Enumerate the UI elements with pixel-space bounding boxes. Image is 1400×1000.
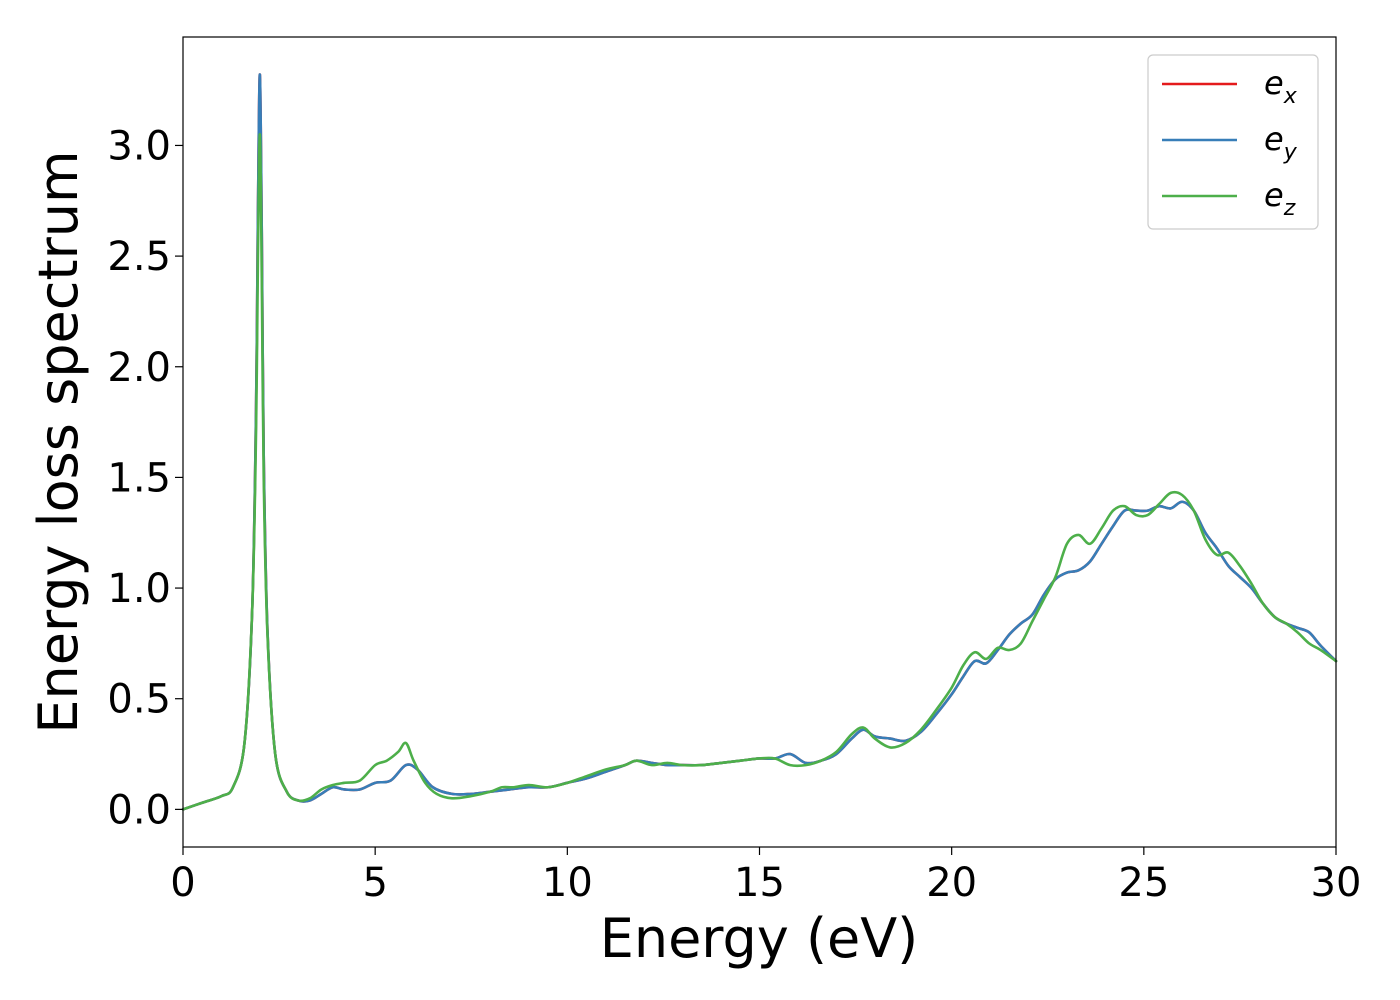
series-line-ez (181, 133, 1338, 811)
legend-box (1147, 54, 1319, 230)
y-tick-label: 3.0 (107, 123, 171, 169)
x-axis-label: Energy (eV) (600, 907, 919, 970)
x-tick-label: 0 (170, 860, 195, 906)
x-tick-label: 10 (542, 860, 593, 906)
y-tick-label: 0.5 (107, 677, 171, 723)
x-tick-label: 5 (362, 860, 387, 906)
x-tick-label: 20 (926, 860, 977, 906)
legend-label-ex: ex (1264, 64, 1298, 109)
legend-label-ez: ez (1264, 176, 1296, 221)
x-tick-label: 30 (1311, 860, 1362, 906)
x-tick-label: 15 (734, 860, 785, 906)
y-tick-label: 2.0 (107, 345, 171, 391)
series-layer (181, 73, 1338, 811)
x-axis: 0 5 10 15 20 25 30 (170, 847, 1361, 906)
y-tick-label: 1.5 (107, 455, 171, 501)
x-tick-label: 25 (1118, 860, 1169, 906)
y-axis-label: Energy loss spectrum (27, 150, 90, 733)
y-axis: 0.0 0.5 1.0 1.5 2.0 2.5 3.0 (107, 123, 183, 833)
legend-label-ey: ey (1264, 120, 1298, 165)
legend-label-sub: y (1283, 140, 1298, 165)
legend-label-sub: x (1283, 84, 1298, 109)
legend-label-sub: z (1283, 196, 1296, 221)
legend-label-main: e (1264, 120, 1284, 158)
legend-label-main: e (1264, 176, 1284, 214)
y-tick-label: 0.0 (107, 787, 171, 833)
y-tick-label: 2.5 (107, 234, 171, 280)
legend-label-main: e (1264, 64, 1284, 102)
y-tick-label: 1.0 (107, 566, 171, 612)
